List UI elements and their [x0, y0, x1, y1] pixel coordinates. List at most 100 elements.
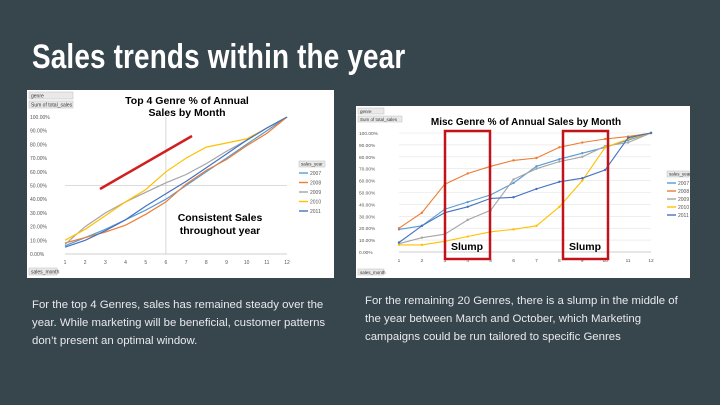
annotation-slump-right: Slump: [569, 241, 601, 253]
data-point: [535, 167, 538, 170]
filter-button-measure[interactable]: [28, 100, 74, 109]
y-tick-label: 30.00%: [30, 211, 48, 217]
data-point: [603, 137, 607, 141]
y-tick-label: 0.00%: [30, 252, 45, 258]
filter-button-measure[interactable]: [357, 115, 403, 123]
y-tick-label: 50.00%: [30, 184, 48, 190]
x-tick-label: 10: [603, 258, 609, 264]
legend-label-2008: 2008: [310, 181, 321, 187]
y-tick-label: 60.00%: [30, 170, 48, 176]
filter-label-genre: genre: [31, 94, 44, 100]
data-point: [581, 155, 584, 158]
chart-panel-misc: genre Sum of total_sales Misc Genre % of…: [356, 106, 691, 278]
data-point: [512, 159, 515, 162]
data-point: [535, 165, 538, 168]
data-point: [581, 141, 584, 144]
x-tick-label: 8: [558, 258, 561, 264]
y-tick-label: 80.00%: [30, 142, 48, 148]
legend-header: sales_year: [301, 162, 323, 167]
data-point: [420, 211, 424, 214]
legend-header: sales_year: [669, 172, 690, 177]
data-point: [581, 152, 584, 155]
chart-title-line2: Sales by Month: [148, 107, 225, 119]
chart-title-line1: Top 4 Genre % of Annual: [125, 95, 249, 107]
x-tick-label: 9: [581, 258, 584, 264]
x-tick-label: 8: [205, 260, 208, 266]
x-tick-label: 1: [64, 260, 67, 266]
plot-area: 0.00% 10.00% 20.00% 30.00% 40.00% 50.00% 60.00…: [359, 131, 654, 264]
y-tick-label: 10.00%: [359, 238, 376, 244]
data-point: [420, 243, 424, 247]
x-tick-label: 4: [124, 260, 127, 266]
series-line-2011: [398, 132, 652, 243]
axis-field-button[interactable]: [28, 267, 58, 276]
filter-buttons: genre Sum of total_sales: [357, 107, 403, 123]
legend-label-2010: 2010: [678, 205, 689, 211]
annotation-consistent-line1: Consistent Sales: [178, 212, 263, 224]
y-tick-label: 20.00%: [359, 226, 376, 232]
data-point: [535, 224, 538, 228]
y-tick-label: 0.00%: [359, 250, 373, 256]
y-tick-label: 60.00%: [359, 179, 376, 185]
filter-button-genre[interactable]: [28, 91, 74, 100]
data-point: [512, 228, 515, 231]
data-point: [420, 236, 424, 239]
legend-label-2008: 2008: [678, 189, 689, 195]
x-tick-label: 6: [165, 260, 168, 266]
series-line-2007: [398, 132, 652, 230]
y-tick-label: 70.00%: [359, 167, 376, 173]
slide-title: Sales trends within the year: [32, 38, 406, 76]
data-point: [466, 200, 469, 204]
x-tick-label: 4: [466, 258, 469, 264]
legend-field-button[interactable]: [298, 160, 326, 168]
axis-field-label: sales_month: [31, 270, 60, 276]
y-tick-label: 80.00%: [359, 155, 376, 161]
data-point: [420, 224, 424, 228]
y-tick-label: 40.00%: [30, 197, 48, 203]
series-line-2010: [64, 116, 288, 241]
plot-area: 0.00% 10.00% 20.00% 30.00% 40.00% 50.00% 60.00…: [30, 115, 290, 266]
y-tick-label: 50.00%: [359, 191, 376, 197]
x-tick-label: 3: [443, 258, 446, 264]
series-line-2011: [64, 116, 288, 248]
data-point: [603, 168, 607, 172]
legend-label-2009: 2009: [310, 190, 321, 196]
x-tick-label: 5: [144, 260, 147, 266]
data-point: [558, 180, 561, 183]
x-tick-label: 2: [421, 258, 424, 264]
data-point: [535, 187, 538, 191]
y-tick-label: 100.00%: [30, 115, 50, 121]
data-point: [558, 205, 561, 208]
chart-panel-top4: genre Sum of total_sales Top 4 Genre % o…: [27, 90, 334, 278]
x-tick-label: 12: [284, 260, 290, 266]
chart-misc: genre Sum of total_sales Misc Genre % of…: [357, 107, 691, 276]
annotation-slump-left: Slump: [451, 241, 483, 253]
data-point: [466, 205, 469, 208]
legend-label-2010: 2010: [310, 200, 321, 206]
data-point: [512, 196, 515, 199]
annotation-consistent-line2: throughout year: [180, 225, 261, 237]
legend-label-2011: 2011: [310, 209, 321, 215]
data-point: [466, 218, 469, 222]
data-point: [466, 235, 469, 238]
filter-button-genre[interactable]: [357, 107, 385, 115]
filter-label-measure: Sum of total_sales: [360, 117, 398, 122]
caption-top4: For the top 4 Genres, sales has remained…: [32, 299, 326, 347]
legend-field-button[interactable]: [666, 170, 690, 178]
trend-arrow-line: [99, 134, 193, 191]
legend-label-2007: 2007: [678, 181, 689, 187]
data-point: [581, 179, 584, 182]
x-tick-label: 1: [398, 258, 401, 264]
x-tick-label: 5: [489, 258, 492, 264]
x-tick-label: 7: [185, 260, 188, 266]
data-point: [649, 131, 653, 135]
axis-field-button[interactable]: [357, 268, 385, 276]
chart-title: Misc Genre % of Annual Sales by Month: [431, 117, 621, 128]
legend: sales_year 2007 2008 2009 2010 2011: [298, 160, 326, 215]
slump-box-right: [561, 129, 610, 261]
filter-buttons: genre Sum of total_sales: [28, 91, 74, 109]
y-tick-label: 10.00%: [30, 238, 48, 244]
legend-label-2011: 2011: [678, 213, 689, 219]
axis-field-label: sales_month: [360, 270, 386, 275]
x-tick-label: 7: [535, 258, 538, 264]
